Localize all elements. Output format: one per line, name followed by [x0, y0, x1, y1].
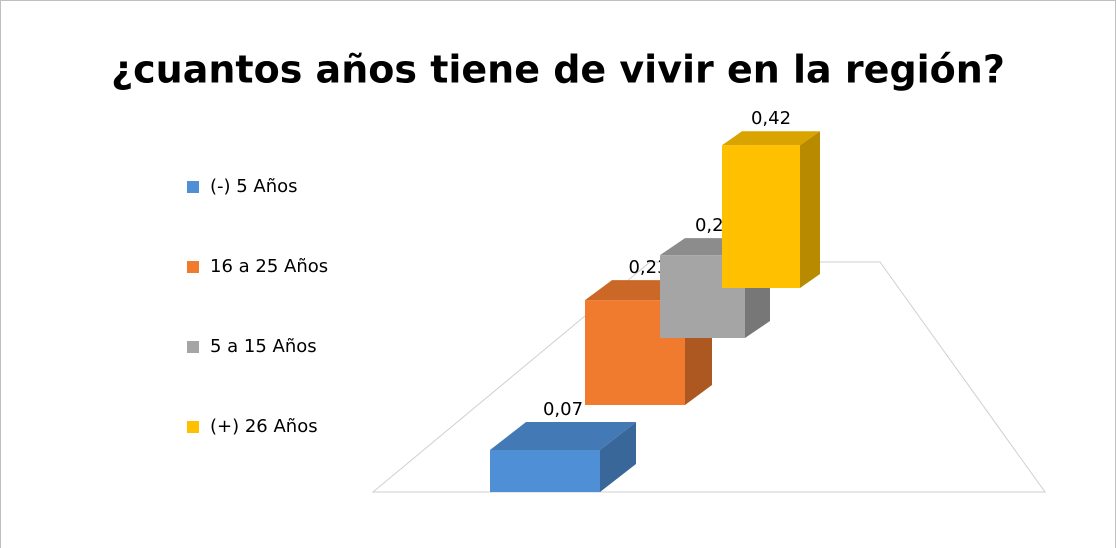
bar: [490, 450, 600, 492]
bar: [722, 145, 800, 288]
legend-swatch: [187, 421, 199, 433]
floor: [371, 261, 1046, 493]
legend-swatch: [187, 181, 199, 193]
legend-label: 16 a 25 Años: [210, 256, 328, 277]
bar-side: [800, 131, 820, 288]
legend-label: (+) 26 Años: [210, 416, 318, 437]
bar-top: [722, 131, 820, 146]
legend-swatch: [187, 261, 199, 273]
legend-label: 5 a 15 Años: [210, 336, 317, 357]
data-label: 0,42: [751, 108, 791, 129]
bar-top: [490, 422, 636, 450]
chart-title: ¿cuantos años tiene de vivir en la regió…: [111, 48, 1005, 92]
data-label: 0,23: [628, 257, 668, 278]
bar-side: [600, 422, 636, 492]
legend-swatch: [187, 341, 199, 353]
legend-label: (-) 5 Años: [210, 176, 298, 197]
data-label: 0,07: [543, 399, 583, 420]
